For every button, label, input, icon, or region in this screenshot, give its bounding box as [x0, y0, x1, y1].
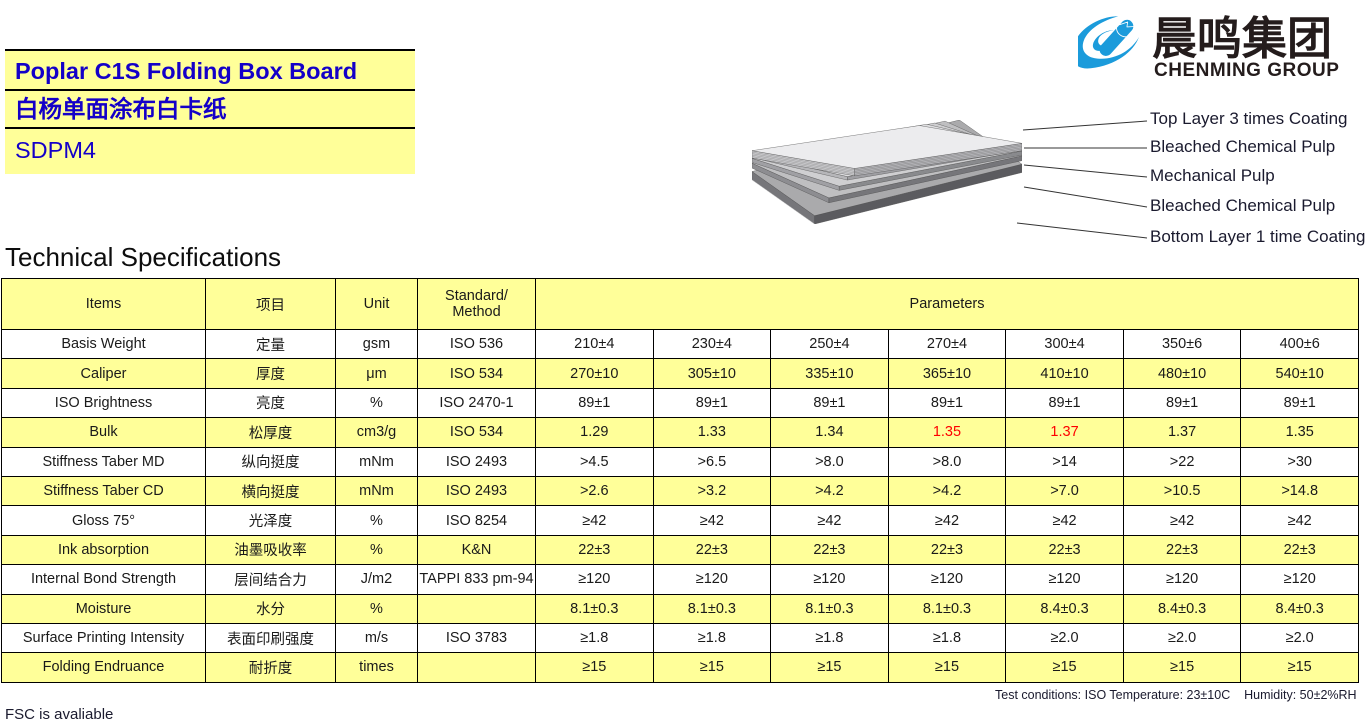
svg-text:CHENMING GROUP: CHENMING GROUP	[1154, 60, 1339, 81]
svg-text:晨鸣集团: 晨鸣集团	[1152, 13, 1332, 64]
